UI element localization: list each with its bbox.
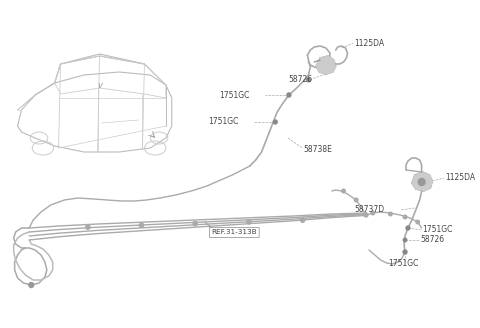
- Text: 58738E: 58738E: [303, 145, 333, 154]
- Circle shape: [247, 220, 251, 224]
- Text: 1751GC: 1751GC: [208, 117, 238, 127]
- Text: 1125DA: 1125DA: [354, 38, 384, 48]
- FancyBboxPatch shape: [209, 228, 259, 237]
- Circle shape: [403, 215, 407, 219]
- Polygon shape: [316, 56, 336, 74]
- Circle shape: [403, 250, 407, 254]
- Circle shape: [371, 211, 374, 215]
- Circle shape: [29, 282, 34, 288]
- Circle shape: [273, 120, 277, 124]
- Circle shape: [418, 178, 425, 186]
- Circle shape: [364, 213, 368, 217]
- Text: 58726: 58726: [288, 74, 312, 84]
- Polygon shape: [412, 172, 432, 191]
- Text: 1125DA: 1125DA: [445, 174, 475, 182]
- Text: 1751GC: 1751GC: [388, 259, 418, 269]
- Text: 58737D: 58737D: [354, 206, 384, 215]
- Circle shape: [354, 198, 358, 202]
- Circle shape: [342, 189, 345, 193]
- Text: 58726: 58726: [420, 236, 445, 244]
- Circle shape: [403, 238, 407, 242]
- Circle shape: [287, 93, 291, 97]
- Circle shape: [139, 223, 144, 228]
- Circle shape: [307, 78, 310, 82]
- Text: REF.31-313B: REF.31-313B: [211, 230, 257, 236]
- Circle shape: [416, 220, 420, 224]
- Circle shape: [389, 212, 392, 216]
- Text: 1751GC: 1751GC: [219, 91, 250, 99]
- Circle shape: [193, 221, 197, 226]
- Circle shape: [300, 218, 305, 222]
- Text: v: v: [97, 81, 102, 91]
- Text: 1751GC: 1751GC: [422, 226, 453, 235]
- Circle shape: [406, 226, 410, 230]
- Circle shape: [86, 225, 90, 229]
